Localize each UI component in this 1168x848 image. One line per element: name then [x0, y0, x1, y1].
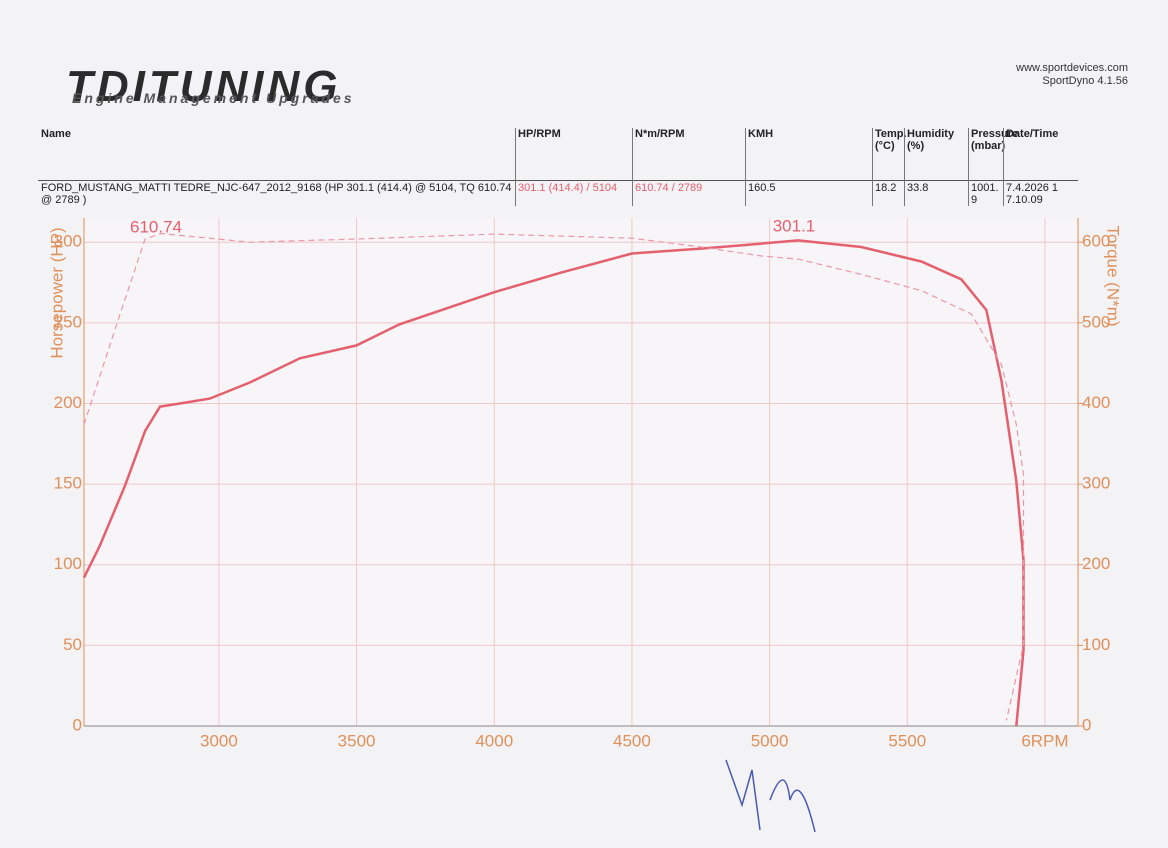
- x-tick-label: 4000: [475, 731, 513, 750]
- x-tick-label: 6RPM: [1021, 731, 1068, 750]
- column-rule: [872, 128, 873, 206]
- column-rule: [745, 128, 746, 206]
- software: SportDyno 4.1.56: [1042, 75, 1128, 87]
- table-cell: 33.8: [907, 182, 929, 194]
- column-header: Name: [41, 128, 71, 140]
- y-tick-label: 150: [54, 474, 82, 493]
- y-tick-label: 200: [54, 393, 82, 412]
- plot-area: [84, 218, 1078, 726]
- column-header: Temp. (°C): [875, 128, 907, 152]
- data-line: [82, 239, 1025, 727]
- data-line: [83, 232, 1025, 721]
- column-rule: [632, 128, 633, 206]
- table-cell: 7.4.2026 17.10.09: [1006, 182, 1058, 206]
- y2-tick-label: 600: [1082, 232, 1110, 251]
- column-header: Date/Time: [1006, 128, 1059, 140]
- logo-subtitle: Engine Management Upgrades: [72, 90, 355, 106]
- column-rule: [904, 128, 905, 206]
- y2-tick-label: 0: [1082, 715, 1091, 734]
- y-tick-label: 100: [54, 554, 82, 573]
- y2-tick-label: 300: [1082, 474, 1110, 493]
- column-rule: [968, 128, 969, 206]
- table-rule: [38, 180, 1078, 181]
- y2-tick-label: 500: [1082, 312, 1110, 331]
- logo: TDITUNING: [66, 62, 342, 111]
- table-cell: 1001.9: [971, 182, 999, 206]
- x-tick-label: 3000: [200, 731, 238, 750]
- y-tick-label: 0: [73, 715, 82, 734]
- website: www.sportdevices.com: [1016, 62, 1128, 74]
- x-tick-label: 5500: [888, 731, 926, 750]
- table-cell: 160.5: [748, 182, 776, 194]
- column-header: N*m/RPM: [635, 128, 685, 140]
- x-tick-label: 5000: [751, 731, 789, 750]
- column-rule: [1003, 128, 1004, 206]
- x-tick-label: 4500: [613, 731, 651, 750]
- column-header: HP/RPM: [518, 128, 561, 140]
- table-cell: FORD_MUSTANG_MATTI TEDRE_NJC-647_2012_91…: [41, 182, 512, 206]
- column-rule: [515, 128, 516, 206]
- table-cell: 18.2: [875, 182, 897, 194]
- signature: [725, 759, 816, 833]
- y2-axis-label: Torque (N*m): [1104, 225, 1123, 326]
- y-tick-label: 300: [54, 232, 82, 251]
- x-tick-label: 3500: [338, 731, 376, 750]
- peak-annotation: 610.74: [130, 217, 182, 236]
- y2-tick-label: 200: [1082, 554, 1110, 573]
- y2-tick-label: 400: [1082, 393, 1110, 412]
- y-tick-label: 250: [54, 312, 82, 331]
- y-tick-label: 50: [63, 635, 82, 654]
- peak-annotation: 301.1: [773, 216, 816, 235]
- column-header: Humidity (%): [907, 128, 955, 152]
- table-cell: 301.1 (414.4) / 5104: [518, 182, 618, 194]
- column-header: KMH: [748, 128, 774, 140]
- table-cell: 610.74 / 2789: [635, 182, 703, 194]
- y-axis-label: Horsepower (HP): [47, 227, 66, 358]
- y2-tick-label: 100: [1082, 635, 1110, 654]
